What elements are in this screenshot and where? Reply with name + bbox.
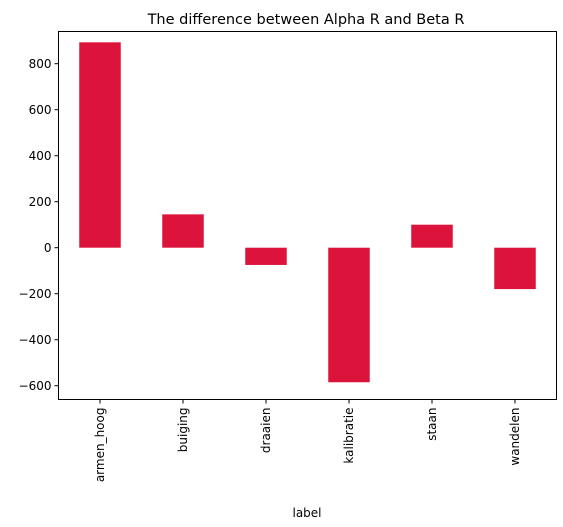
y-tick-label: 800 — [29, 57, 52, 71]
x-tick-label: draaien — [259, 408, 273, 454]
y-tick-label: 600 — [29, 103, 52, 117]
x-tick-label: buiging — [176, 408, 190, 453]
bars-group — [79, 42, 536, 383]
x-tick-label: armen_hoog — [93, 408, 107, 483]
x-tick-label: staan — [425, 408, 439, 441]
y-tick-label: −400 — [19, 333, 52, 347]
bar-armen-hoog — [79, 42, 121, 248]
y-tick-label: −600 — [19, 379, 52, 393]
bar-wandelen — [494, 247, 536, 290]
y-tick-label: −200 — [19, 287, 52, 301]
plot-area-frame — [58, 31, 557, 400]
y-tick-label: 200 — [29, 195, 52, 209]
x-axis-label: label — [292, 506, 321, 520]
x-tick-label: wandelen — [508, 408, 522, 466]
chart-title: The difference between Alpha R and Beta … — [147, 12, 465, 28]
bar-staan — [411, 224, 453, 248]
x-tick-label: kalibratie — [342, 408, 356, 464]
y-tick-label: 0 — [44, 241, 52, 255]
y-axis: −600 −400 −200 0 200 400 600 800 — [19, 57, 59, 393]
bar-buiging — [162, 214, 204, 248]
y-tick-label: 400 — [29, 149, 52, 163]
bar-kalibratie — [328, 247, 370, 383]
x-axis: armen_hoog buiging draaien kalibratie staan w… — [93, 399, 522, 483]
bar-draaien — [245, 247, 287, 265]
